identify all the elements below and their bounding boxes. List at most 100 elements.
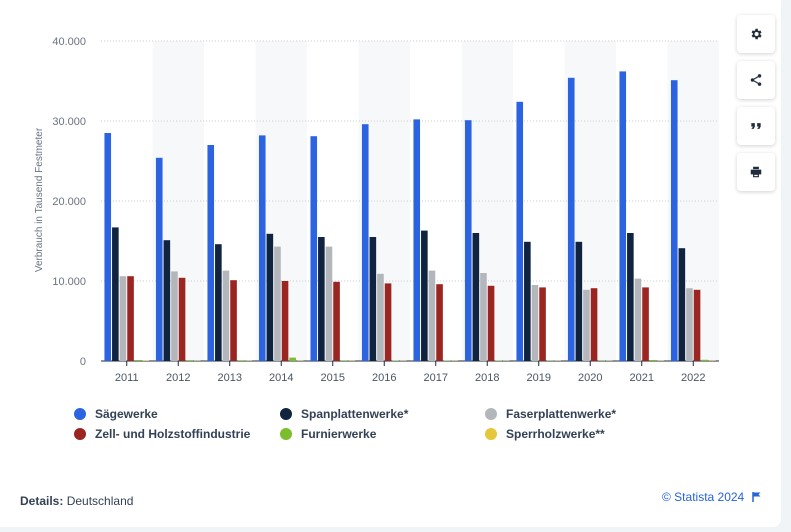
legend-item[interactable]: Faserplattenwerke* (485, 407, 616, 421)
copyright-text: © Statista 2024 (662, 490, 745, 504)
bar-2021-2 (634, 278, 642, 361)
bar-2016-2 (377, 273, 384, 361)
y-axis-ticks: 0 10.000 20.000 30.000 40.000 (52, 36, 86, 368)
bar-2012-2 (171, 271, 178, 361)
share-button[interactable] (737, 61, 775, 99)
bar-2011-4 (134, 360, 142, 361)
bar-2020-2 (583, 289, 590, 361)
bar-2015-1 (318, 237, 325, 361)
settings-button[interactable] (737, 15, 775, 53)
year-bands (152, 41, 719, 361)
bar-2022-1 (678, 248, 686, 361)
bar-2015-0 (310, 136, 318, 361)
grid-lines (101, 40, 719, 362)
print-icon (750, 166, 762, 178)
quote-icon (751, 123, 761, 129)
x-tick-label: 2022 (681, 372, 705, 384)
cite-button[interactable] (737, 107, 775, 145)
legend-label: Spanplattenwerke* (301, 407, 409, 421)
gear-icon (751, 28, 762, 40)
x-tick-label: 2019 (527, 372, 551, 384)
bar-2012-4 (186, 360, 193, 361)
bar-2013-3 (230, 280, 237, 361)
bar-2022-4 (701, 359, 708, 361)
x-tick-label: 2011 (115, 372, 139, 384)
bar-2021-1 (627, 233, 634, 361)
bar-2021-0 (619, 71, 627, 362)
x-tick-label: 2018 (475, 372, 499, 384)
x-tick-label: 2021 (630, 372, 654, 384)
legend-dot (485, 428, 497, 440)
bar-2015-3 (333, 281, 340, 361)
bar-2011-0 (104, 133, 112, 361)
bar-2018-2 (480, 273, 487, 361)
legend-label: Sperrholzwerke** (506, 427, 605, 441)
bar-2018-0 (464, 120, 472, 361)
copyright-link[interactable]: © Statista 2024 (662, 490, 762, 504)
bar-2015-2 (325, 246, 333, 361)
flag-icon (752, 492, 761, 502)
x-tick-label: 2014 (269, 372, 293, 384)
x-tick-label: 2017 (424, 372, 448, 384)
bar-2013-4 (237, 360, 245, 361)
details-value[interactable]: Deutschland (66, 494, 134, 508)
bar-2020-1 (575, 241, 583, 361)
legend-item[interactable]: Sägewerke (74, 407, 158, 421)
details-label: Details: (20, 494, 64, 508)
bar-2015-4 (340, 360, 348, 361)
legend-label: Furnierwerke (301, 427, 377, 441)
bar-2020-3 (590, 288, 598, 361)
bar-2016-0 (361, 124, 369, 361)
x-tick-label: 2013 (218, 372, 242, 384)
bar-2014-2 (274, 246, 281, 361)
chart-card: 0 10.000 20.000 30.000 40.000 2011 2012 2013 20… (0, 0, 781, 527)
bar-2019-2 (531, 285, 539, 361)
x-tick-label: 2015 (321, 372, 345, 384)
bar-2020-0 (567, 77, 575, 362)
legend-dot (485, 408, 497, 420)
bars (104, 71, 716, 362)
legend-label: Zell- und Holzstoffindustrie (95, 427, 251, 441)
bar-2014-3 (281, 281, 289, 361)
x-tick-label: 2016 (372, 372, 396, 384)
legend-item[interactable]: Sperrholzwerke** (485, 427, 605, 441)
bar-2018-1 (472, 233, 480, 361)
bar-2014-4 (289, 357, 296, 361)
y-tick-label: 20.000 (52, 196, 86, 208)
bar-2021-4 (649, 359, 657, 361)
share-icon (750, 74, 762, 86)
details: Details: Deutschland (20, 494, 133, 508)
y-tick-label: 0 (80, 356, 86, 368)
bar-2011-2 (119, 276, 127, 361)
y-tick-label: 30.000 (52, 116, 86, 128)
legend-label: Faserplattenwerke* (506, 407, 617, 421)
bar-2012-1 (163, 240, 171, 361)
print-button[interactable] (737, 153, 775, 191)
x-tick-label: 2012 (166, 372, 190, 384)
legend-dot (280, 428, 292, 440)
bar-2018-3 (487, 285, 495, 361)
legend-dot (280, 408, 292, 420)
bar-2019-0 (516, 101, 524, 362)
y-tick-label: 40.000 (52, 36, 86, 48)
bar-chart: 0 10.000 20.000 30.000 40.000 2011 2012 2013 20… (34, 36, 719, 384)
bar-2016-1 (369, 237, 377, 361)
bar-2019-3 (539, 287, 546, 361)
bar-2017-2 (428, 270, 436, 361)
bar-2011-3 (127, 276, 134, 361)
bar-2014-0 (258, 135, 266, 361)
bar-2021-3 (642, 287, 649, 361)
bar-2016-3 (384, 283, 392, 361)
x-tick-label: 2020 (578, 372, 602, 384)
y-axis-label: Verbrauch in Tausend Festmeter (34, 127, 45, 272)
legend-item[interactable]: Furnierwerke (280, 427, 376, 441)
legend-label: Sägewerke (95, 407, 158, 421)
legend-dot (74, 428, 86, 440)
bar-2014-1 (266, 233, 274, 361)
y-tick-label: 10.000 (52, 276, 86, 288)
legend-item[interactable]: Zell- und Holzstoffindustrie (74, 427, 250, 441)
bar-2017-0 (413, 119, 421, 362)
legend-dot (74, 408, 86, 420)
legend-item[interactable]: Spanplattenwerke* (280, 407, 408, 421)
bar-2022-3 (693, 289, 701, 361)
